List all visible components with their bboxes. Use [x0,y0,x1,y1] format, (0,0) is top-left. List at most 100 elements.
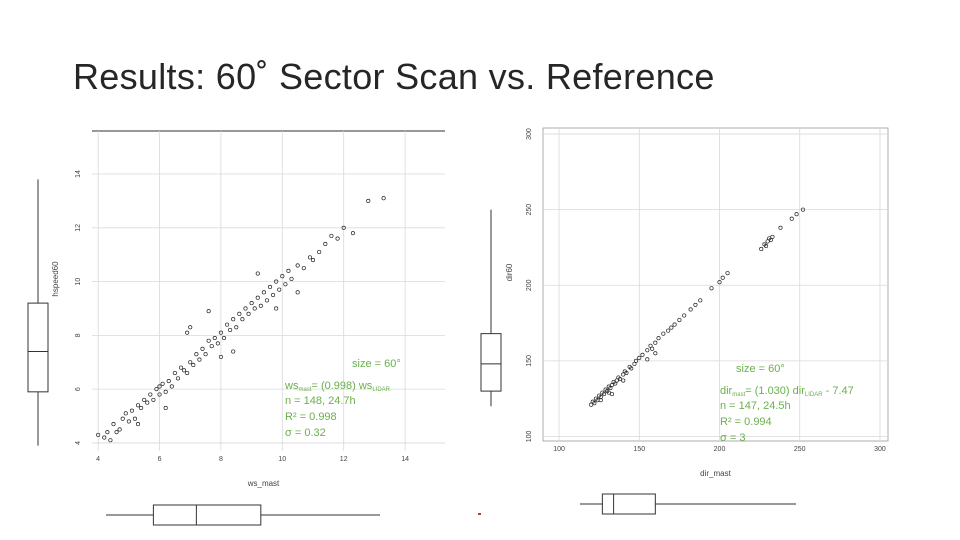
chart1-data-point [246,311,251,316]
chart1-data-point [267,284,273,290]
chart1-data-point [295,263,300,268]
chart1-data-point [255,271,260,276]
chart1-data-point [148,392,153,397]
chart2-data-point [698,298,703,303]
chart1-data-point [212,336,217,341]
chart1-data-point [221,336,227,341]
chart1-data-point [172,370,177,376]
chart1-x-axis-label: ws_mast [247,479,280,488]
chart1-data-point [295,290,300,295]
chart1-x-tick-label: 4 [96,456,100,463]
chart1-data-point [157,392,162,397]
chart1-data-point [96,432,101,437]
chart2-x-tick-label: 300 [874,446,886,453]
chart1-data-point [206,338,211,343]
chart1-data-point [271,292,276,298]
chart2-data-point [794,212,799,217]
chart2-data-point [763,243,769,248]
chart1-data-point [218,330,223,335]
chart2-data-point [648,343,653,348]
chart1-data-point [188,360,193,365]
chart1-data-point [151,397,156,402]
chart1-data-point [301,266,306,271]
chart1-data-point [252,306,257,311]
chart1-data-point [341,225,346,230]
chart1-y-box [27,302,49,393]
red-mark [478,513,481,515]
chart1-data-point [157,384,162,389]
chart1-data-point [182,368,187,373]
chart1-data-point [218,354,223,359]
chart1-data-point [286,268,291,273]
chart1-data-point [350,231,355,236]
chart1-data-point [185,370,190,376]
chart1-data-point [274,306,279,311]
chart1-data-point [139,405,144,411]
chart2-data-point [653,351,658,356]
chart1-data-point [108,438,113,443]
chart2-y-tick-label: 250 [526,204,533,216]
chart2-x-tick-label: 150 [633,446,645,453]
chart1-data-point [329,233,334,238]
chart2-y-tick-label: 100 [526,431,533,443]
chart1-data-point [160,381,165,386]
chart2-x-tick-label: 200 [714,446,726,453]
chart1-data-point [163,405,168,411]
chart1-x-tick-label: 12 [340,456,348,463]
chart2-data-point [606,390,611,395]
chart1-y-tick-label: 4 [75,441,82,445]
chart1-data-point [163,389,168,394]
chart1-data-point [209,344,214,349]
chart1-data-point [129,408,134,413]
chart1-data-point [154,387,159,392]
chart2-data-point [661,331,666,336]
chart2-data-point [608,386,613,391]
chart2-y-box [480,333,502,392]
chart1-data-point [105,430,110,435]
chart1-data-point [317,249,322,255]
chart2-data-point [614,378,619,383]
chart2-data-point [778,225,783,230]
chart2-data-point [598,398,603,403]
chart1-data-point [225,322,230,327]
chart1-data-point [335,236,340,241]
chart1-data-point [123,411,128,416]
chart1-annotation-size: size = 60° [352,358,401,370]
chart2-data-point [765,239,770,244]
chart2-data-point [629,366,634,371]
chart1-data-point [243,306,248,311]
chart1-data-point [215,341,220,346]
chart2-data-point [677,317,682,323]
chart2-annotation-n: n = 147, 24.5h [720,400,791,412]
chart2-annotation-size: size = 60° [736,363,785,375]
chart1-data-point [132,416,138,421]
chart2-data-point [634,358,639,363]
chart2-data-point [621,378,626,383]
chart2-x-tick-label: 250 [794,446,806,453]
chart2-data-point [621,372,626,377]
chart2-data-point [717,280,722,285]
chart2-data-point [672,322,677,327]
chart1-data-point [228,327,233,333]
chart1-y-axis-label: hspeed60 [51,261,60,297]
chart1-data-point [261,290,266,295]
chart1-data-point [280,274,285,279]
chart2-data-point [609,383,615,388]
chart2-data-point [645,348,650,353]
chart1-data-point [234,325,239,330]
chart1-data-point [274,279,279,284]
chart1-data-point [381,196,386,201]
chart1-data-point [197,357,202,362]
chart2-data-point [656,336,661,341]
chart1-data-point [307,255,312,260]
chart2-data-point [624,370,629,376]
chart1-data-point [188,325,193,330]
chart2-x-tick-label: 100 [553,446,565,453]
chart2-data-point [640,352,645,357]
chart1-data-point [135,403,141,408]
chart1-data-point [126,419,131,424]
chart2-data-point [759,246,764,252]
chart2-data-point [709,286,714,291]
chart1-y-tick-label: 10 [75,278,82,286]
